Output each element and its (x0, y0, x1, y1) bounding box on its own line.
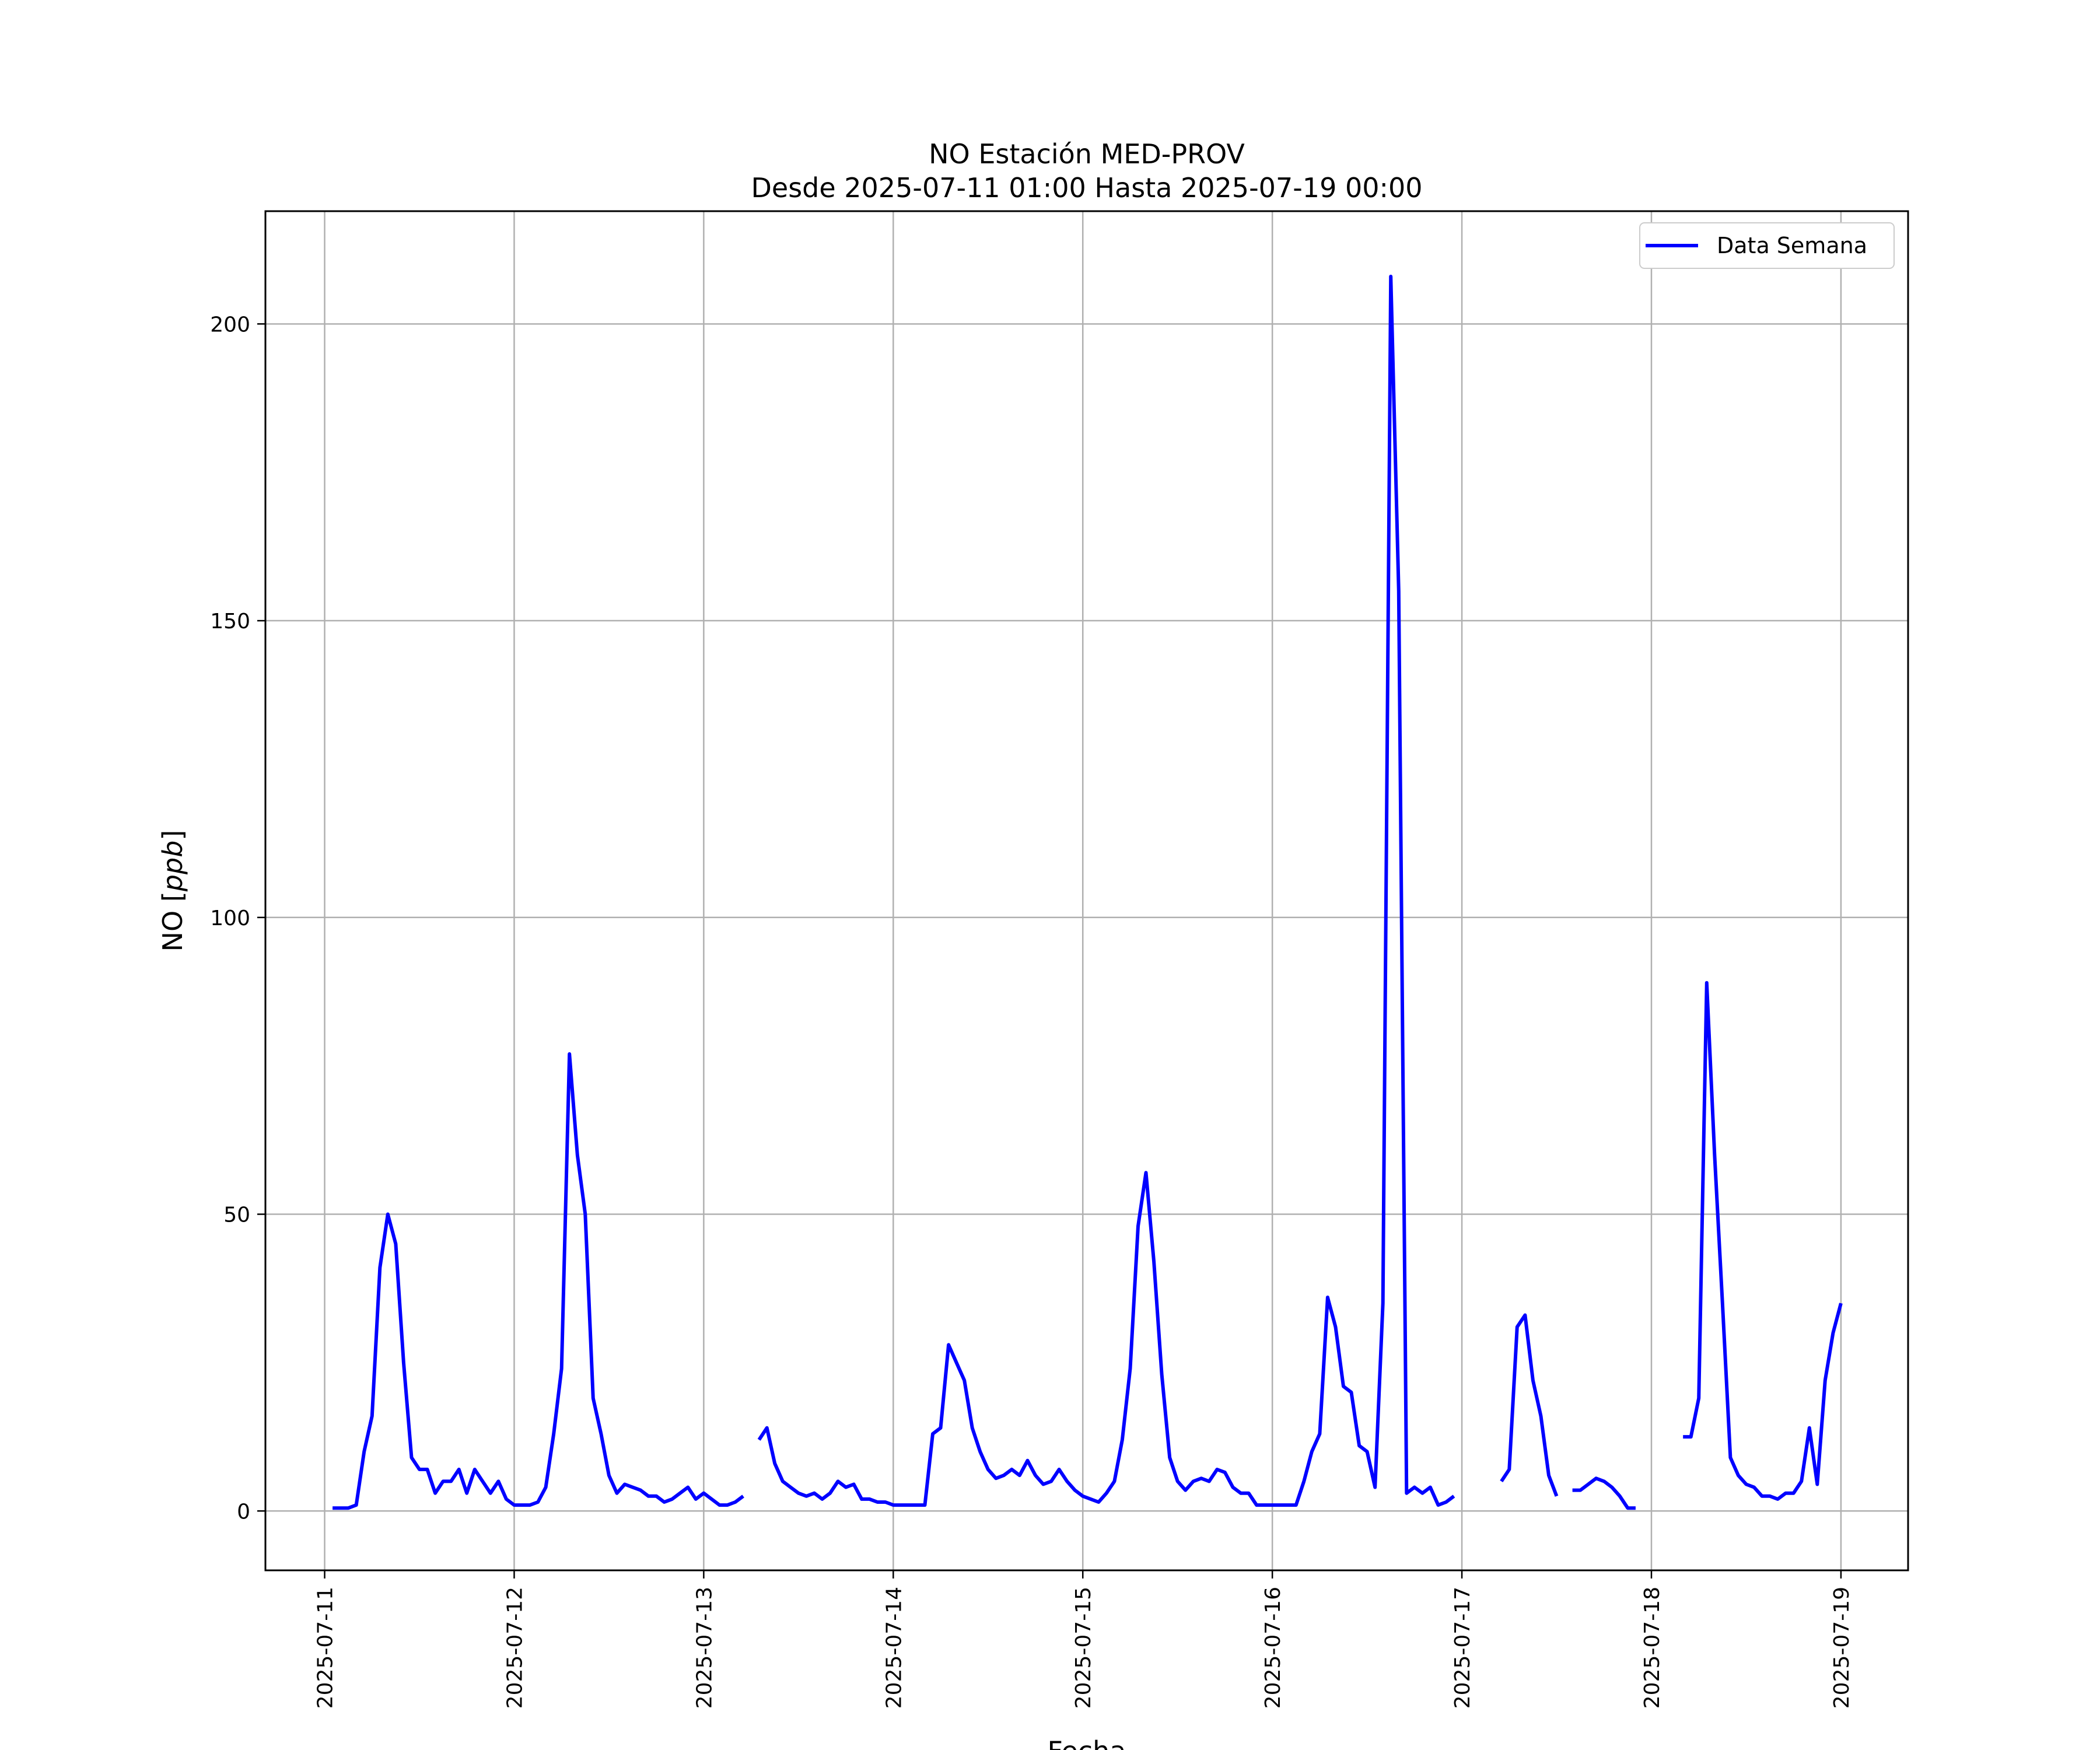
y-tick-label: 150 (210, 610, 250, 634)
x-tick-label: 2025-07-15 (1072, 1587, 1096, 1709)
chart-title: NO Estación MED-PROV (929, 138, 1245, 170)
legend-label: Data Semana (1717, 233, 1867, 258)
x-tick-label: 2025-07-13 (692, 1587, 716, 1709)
series-line-segment (332, 1052, 744, 1510)
x-axis-title: Fecha (1048, 1735, 1126, 1750)
chart-subtitle: Desde 2025-07-11 01:00 Hasta 2025-07-19 … (751, 172, 1422, 204)
series-layer (332, 274, 1843, 1510)
tick-layer: 2025-07-11 2025-07-12 2025-07-13 2025-07-14… (210, 313, 1854, 1709)
plot-area-frame (264, 210, 1909, 1572)
x-tick-label: 2025-07-18 (1640, 1587, 1664, 1709)
y-tick-label: 200 (210, 313, 250, 337)
legend: Data Semana (1639, 222, 1895, 269)
x-tick-label: 2025-07-17 (1451, 1587, 1475, 1709)
x-tick-label: 2025-07-11 (314, 1587, 338, 1709)
y-axis-title-close: ] (157, 830, 188, 841)
series-line-segment (1572, 1476, 1636, 1510)
y-axis-title: NO [ppb] (157, 830, 188, 952)
legend-box (1639, 222, 1895, 269)
x-tick-label: 2025-07-14 (882, 1587, 906, 1709)
y-axis-title-main: NO [ (157, 891, 188, 951)
series-line-segment (1683, 981, 1843, 1501)
grid-layer (265, 211, 1908, 1570)
y-axis-title-unit: ppb (157, 841, 188, 892)
x-tick-label: 2025-07-16 (1261, 1587, 1285, 1709)
series-line-segment (1500, 1313, 1559, 1497)
y-tick-label: 50 (223, 1203, 250, 1227)
y-tick-label: 100 (210, 907, 250, 930)
x-tick-label: 2025-07-19 (1830, 1587, 1854, 1709)
y-tick-label: 0 (237, 1500, 250, 1524)
x-tick-label: 2025-07-12 (503, 1587, 527, 1709)
series-line-segment (757, 274, 1455, 1507)
